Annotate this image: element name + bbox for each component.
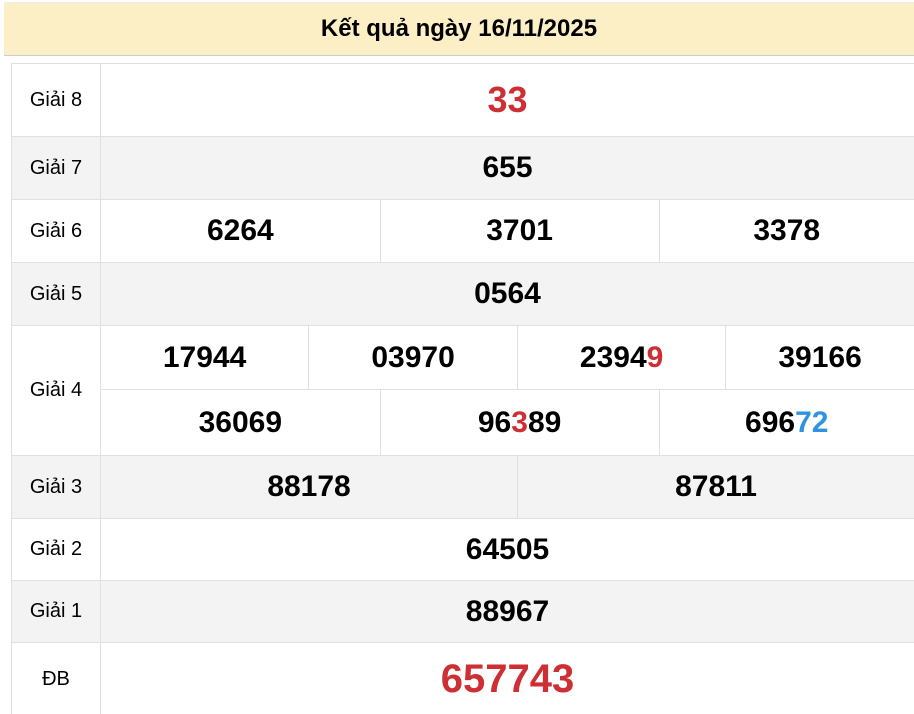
- prize-4-subrow-2: 36069 96 3 89 696 72: [101, 390, 914, 455]
- prize-4-value-7-highlight: 72: [795, 405, 829, 439]
- row-prize-special: ĐB 657743: [12, 643, 914, 714]
- prize-5-value: 0564: [474, 277, 541, 310]
- row-prize-6: Giải 6 6264 3701 3378: [12, 200, 914, 263]
- prize-4-value-1: 17944: [101, 326, 310, 389]
- prize-2-value: 64505: [465, 532, 550, 566]
- prize-4-value-3-main: 2394: [579, 340, 647, 374]
- prize-4-value-6-highlight: 3: [511, 405, 528, 439]
- prize-6-value-2: 3701: [381, 200, 660, 262]
- row-prize-1: Giải 1 88967: [12, 581, 914, 643]
- prize-4-value-2: 03970: [309, 326, 519, 389]
- prize-4-value-3-highlight: 9: [646, 340, 664, 374]
- row-prize-8: Giải 8 33: [12, 64, 914, 137]
- prize-7-value: 655: [482, 151, 533, 184]
- prize-1-label: Giải 1: [12, 581, 101, 642]
- row-prize-5: Giải 5 0564: [12, 263, 914, 326]
- prize-4-value-5: 36069: [101, 390, 381, 455]
- prize-4-subrow-1: 17944 03970 2394 9 39166: [101, 326, 914, 390]
- prize-6-value-3: 3378: [753, 214, 821, 247]
- prize-4-value-7: 696 72: [660, 390, 914, 455]
- prize-6-value-1: 6264: [101, 200, 381, 262]
- prize-4-value-6-post: 89: [527, 405, 562, 439]
- prize-4-label: Giải 4: [12, 326, 101, 455]
- prize-4-value-6: 96 3 89: [381, 390, 660, 455]
- results-table: Giải 8 33 Giải 7 655 Giải 6 6264 3701 33…: [11, 63, 914, 714]
- prize-8-label: Giải 8: [12, 64, 101, 136]
- prize-2-label: Giải 2: [12, 519, 101, 580]
- prize-3-label: Giải 3: [12, 456, 101, 518]
- prize-8-value: 33: [487, 79, 528, 120]
- prize-4-value-4: 39166: [778, 340, 862, 374]
- row-prize-7: Giải 7 655: [12, 137, 914, 200]
- prize-special-value: 657743: [440, 656, 575, 701]
- row-prize-2: Giải 2 64505: [12, 519, 914, 581]
- prize-5-label: Giải 5: [12, 263, 101, 325]
- prize-special-label: ĐB: [12, 643, 101, 714]
- prize-4-value-7-pre: 696: [745, 405, 796, 439]
- prize-6-label: Giải 6: [12, 200, 101, 262]
- prize-4-value-6-pre: 96: [477, 405, 512, 439]
- page-title: Kết quả ngày 16/11/2025: [320, 15, 598, 42]
- row-prize-4: Giải 4 17944 03970 2394 9 39166 36069 96 3…: [12, 326, 914, 456]
- header-banner: Kết quả ngày 16/11/2025: [4, 2, 914, 56]
- prize-1-value: 88967: [465, 594, 550, 628]
- prize-3-value-1: 88178: [101, 456, 519, 518]
- prize-3-value-2: 87811: [675, 470, 757, 503]
- row-prize-3: Giải 3 88178 87811: [12, 456, 914, 519]
- prize-7-label: Giải 7: [12, 137, 101, 199]
- prize-4-value-3: 2394 9: [518, 326, 727, 389]
